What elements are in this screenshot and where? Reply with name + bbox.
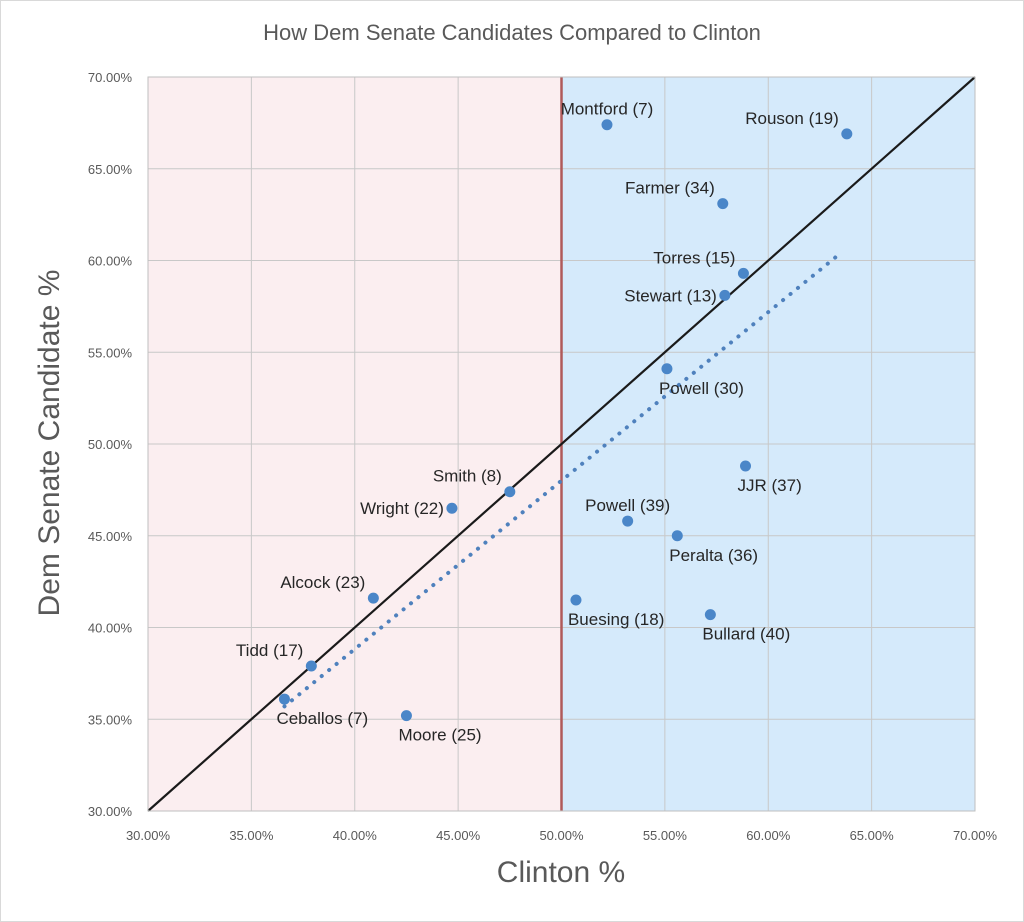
- data-point-label: Smith (8): [433, 467, 502, 486]
- x-tick-label: 55.00%: [643, 828, 688, 843]
- data-point: [305, 660, 317, 672]
- y-tick-label: 50.00%: [88, 437, 133, 452]
- y-tick-label: 30.00%: [88, 804, 133, 819]
- data-point: [841, 128, 853, 140]
- x-tick-label: 60.00%: [746, 828, 791, 843]
- data-point: [717, 198, 729, 210]
- data-point: [278, 693, 290, 705]
- reference-diagonal-line: [147, 76, 976, 812]
- data-point: [400, 710, 412, 722]
- y-tick-label: 45.00%: [88, 529, 133, 544]
- data-point-label: Stewart (13): [624, 286, 717, 305]
- data-point: [446, 502, 458, 514]
- x-axis-label: Clinton %: [496, 856, 626, 889]
- data-point-label: Montford (7): [561, 100, 654, 119]
- x-tick-label: 30.00%: [126, 828, 171, 843]
- x-tick-label: 70.00%: [953, 828, 998, 843]
- data-point-label: Rouson (19): [745, 109, 839, 128]
- data-point: [704, 609, 716, 621]
- data-point-label: Farmer (34): [625, 179, 715, 198]
- plot-area-border: [147, 76, 976, 812]
- x-tick-label: 35.00%: [229, 828, 274, 843]
- data-point-label: Alcock (23): [280, 573, 365, 592]
- y-tick-label: 60.00%: [88, 254, 133, 269]
- data-point: [719, 289, 731, 301]
- data-point: [601, 119, 613, 131]
- data-point-label: Powell (30): [659, 379, 744, 398]
- x-tick-label: 50.00%: [539, 828, 584, 843]
- y-tick-label: 35.00%: [88, 712, 133, 727]
- x-tick-label: 65.00%: [850, 828, 895, 843]
- data-point-label: Bullard (40): [702, 625, 790, 644]
- data-point: [504, 486, 516, 498]
- data-point: [740, 460, 752, 472]
- x-tick-label: 40.00%: [333, 828, 378, 843]
- data-point-label: Buesing (18): [568, 610, 664, 629]
- y-tick-label: 70.00%: [88, 70, 133, 85]
- data-point: [570, 594, 582, 606]
- data-point-label: Peralta (36): [669, 546, 758, 565]
- data-point-label: Tidd (17): [236, 641, 303, 660]
- data-point-label: JJR (37): [738, 476, 802, 495]
- data-point-label: Torres (15): [653, 248, 735, 267]
- data-point-label: Moore (25): [398, 726, 481, 745]
- y-tick-label: 55.00%: [88, 345, 133, 360]
- data-point: [737, 267, 749, 279]
- data-point-label: Wright (22): [360, 499, 444, 518]
- y-tick-label: 65.00%: [88, 162, 133, 177]
- data-point: [671, 530, 683, 542]
- data-point-label: Powell (39): [585, 496, 670, 515]
- data-point: [661, 363, 673, 375]
- chart-title: How Dem Senate Candidates Compared to Cl…: [263, 20, 761, 45]
- y-tick-label: 40.00%: [88, 621, 133, 636]
- data-point-label: Ceballos (7): [276, 709, 368, 728]
- data-point: [367, 592, 379, 604]
- data-point: [622, 515, 634, 527]
- x-tick-label: 45.00%: [436, 828, 481, 843]
